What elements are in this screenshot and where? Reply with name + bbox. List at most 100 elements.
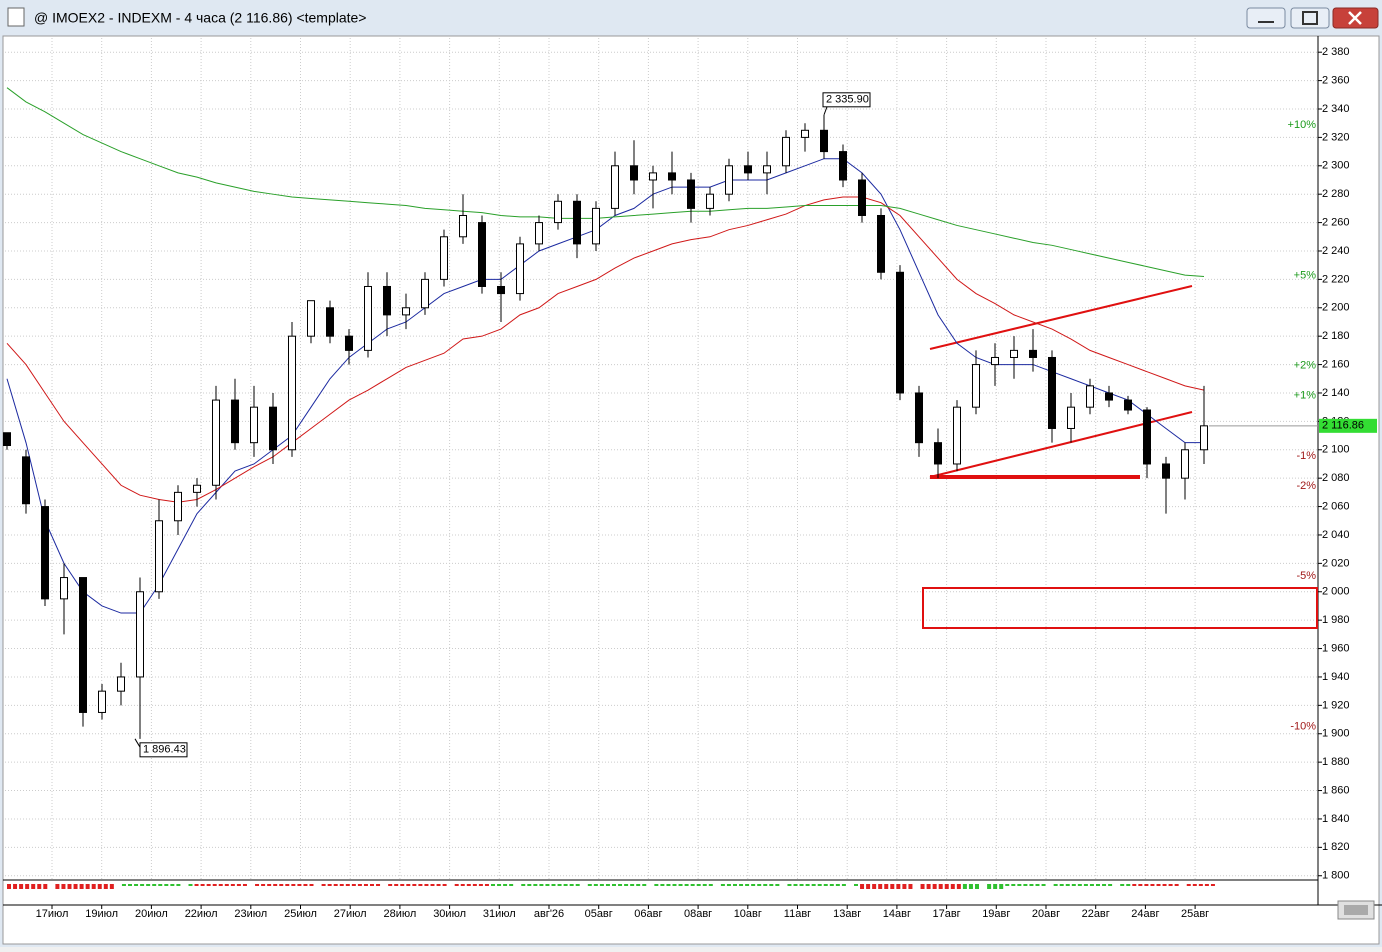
indicator-bar — [236, 884, 241, 886]
indicator-bar — [321, 884, 326, 886]
minimize-button[interactable] — [1246, 7, 1286, 29]
indicator-bar — [1089, 884, 1094, 886]
indicator-bar — [739, 884, 744, 886]
y-tick-label: 1 840 — [1322, 813, 1350, 825]
indicator-bar — [273, 884, 278, 886]
indicator-bar — [97, 884, 102, 889]
percent-level: -10% — [1290, 720, 1316, 732]
indicator-bar — [37, 884, 42, 889]
indicator-bar — [206, 884, 211, 886]
candle-body — [744, 165, 752, 174]
indicator-bar — [999, 884, 1004, 889]
last-price-label: 2 116.86 — [1322, 420, 1364, 432]
indicator-bar — [103, 884, 108, 889]
indicator-bar — [85, 884, 90, 889]
indicator-bar — [363, 884, 368, 886]
indicator-bar — [1071, 884, 1076, 886]
maximize-button[interactable] — [1290, 7, 1330, 29]
indicator-bar — [509, 884, 514, 886]
indicator-bar — [987, 884, 992, 889]
candle-body — [60, 577, 68, 600]
indicator-bar — [1156, 884, 1161, 886]
candle-body — [535, 222, 543, 245]
window-icon — [7, 7, 25, 27]
candle-body — [440, 236, 448, 280]
indicator-bar — [593, 884, 598, 886]
indicator-bar — [376, 884, 381, 886]
indicator-bar — [176, 884, 181, 886]
indicator-bar — [267, 884, 272, 886]
indicator-bar — [1011, 884, 1016, 886]
candle-body — [22, 456, 30, 505]
indicator-bar — [406, 884, 411, 886]
x-tick-label: 13авг — [833, 908, 861, 920]
indicator-bar — [412, 884, 417, 886]
x-tick-label: 14авг — [883, 908, 911, 920]
indicator-bar — [926, 884, 931, 889]
x-tick-label: 08авг — [684, 908, 712, 920]
tag-connector — [823, 106, 828, 115]
y-tick-label: 1 960 — [1322, 642, 1350, 654]
indicator-bar — [472, 884, 477, 886]
indicator-bar — [563, 884, 568, 886]
chart-area — [2, 35, 1380, 945]
indicator-bar — [799, 884, 804, 886]
indicator-bar — [545, 884, 550, 886]
indicator-bar — [1210, 884, 1215, 886]
indicator-bar — [19, 884, 24, 889]
x-tick-label: 20авг — [1032, 908, 1060, 920]
indicator-bar — [1065, 884, 1070, 886]
indicator-bar — [128, 884, 132, 886]
indicator-bar — [188, 884, 193, 886]
indicator-bar — [200, 884, 205, 886]
indicator-bar — [938, 884, 943, 889]
candle-body — [41, 506, 49, 600]
percent-level: -2% — [1296, 480, 1316, 492]
indicator-bar — [1077, 884, 1082, 886]
indicator-bar — [708, 884, 713, 886]
indicator-bar — [817, 884, 822, 886]
indicator-bar — [733, 884, 737, 886]
y-tick-label: 2 380 — [1322, 46, 1350, 58]
x-tick-label: 22июл — [185, 908, 218, 920]
indicator-bar — [642, 884, 647, 886]
indicator-bar — [309, 884, 314, 886]
y-tick-label: 1 860 — [1322, 784, 1350, 796]
indicator-bar — [1132, 884, 1137, 886]
y-tick-label: 1 920 — [1322, 699, 1350, 711]
indicator-bar — [1198, 884, 1203, 886]
x-tick-label: 25авг — [1181, 908, 1209, 920]
indicator-bar — [696, 884, 701, 886]
indicator-bar — [503, 884, 508, 886]
indicator-bar — [430, 884, 435, 886]
high-tag-box — [822, 92, 871, 108]
indicator-bar — [13, 884, 18, 889]
y-tick-label: 2 220 — [1322, 273, 1350, 285]
indicator-bar — [1096, 884, 1100, 886]
candle-body — [402, 307, 410, 316]
y-tick-label: 2 040 — [1322, 529, 1350, 541]
candle-body — [364, 285, 372, 351]
indicator-bar — [460, 884, 465, 886]
candle-body — [478, 222, 486, 287]
x-tick-label: 11авг — [784, 908, 811, 920]
indicator-bar — [956, 884, 961, 889]
candle-body — [782, 136, 790, 167]
y-tick-label: 2 060 — [1322, 500, 1350, 512]
candle-body — [763, 165, 771, 174]
y-tick-label: 2 020 — [1322, 557, 1350, 569]
indicator-bar — [702, 884, 707, 886]
indicator-bar — [884, 884, 889, 889]
indicator-bar — [388, 884, 393, 886]
indicator-bar — [860, 884, 865, 889]
candle-body — [858, 179, 866, 216]
indicator-bar — [968, 884, 973, 889]
indicator-bar — [866, 884, 871, 889]
window-title: @ IMOEX2 - INDEXM - 4 часа (2 116.86) <t… — [34, 10, 367, 26]
indicator-bar — [478, 884, 483, 886]
indicator-bar — [841, 884, 846, 886]
x-tick-label: 24авг — [1131, 908, 1159, 920]
candle-body — [1029, 349, 1037, 358]
indicator-bar — [242, 884, 247, 886]
indicator-bar — [1102, 884, 1107, 886]
